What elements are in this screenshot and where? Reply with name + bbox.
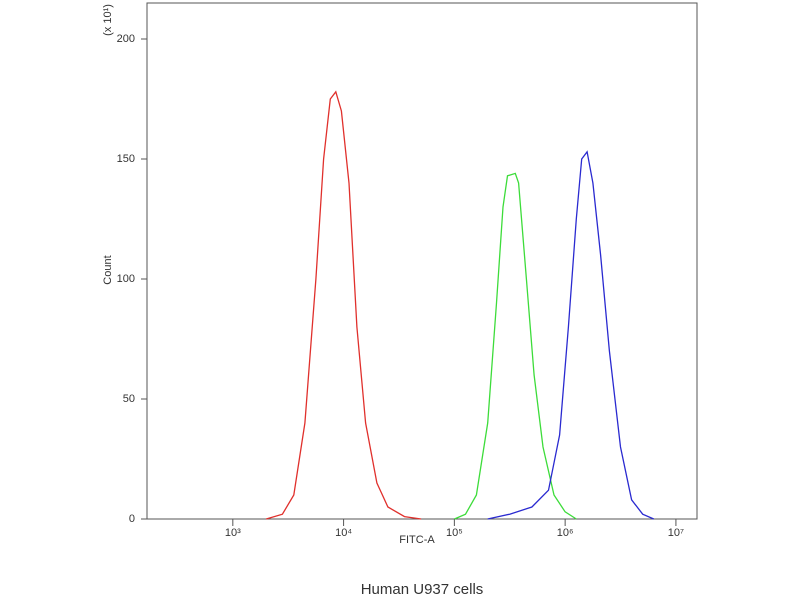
x-tick-label: 10⁴: [335, 527, 352, 539]
histogram-line: [487, 150, 655, 520]
histogram-line: [266, 90, 422, 520]
y-tick-label: 100: [117, 273, 135, 285]
x-tick-label: 10³: [225, 527, 241, 539]
caption: Human U937 cells: [361, 581, 484, 598]
y-tick-label: 0: [129, 513, 135, 525]
y-tick-label: 200: [117, 33, 135, 45]
y-tick-label: 150: [117, 153, 135, 165]
y-tick-label: 50: [123, 393, 135, 405]
y-axis-label: Count: [102, 255, 114, 284]
plot-frame: [146, 2, 698, 520]
histogram-line: [454, 172, 577, 520]
x-axis-label: FITC-A: [399, 534, 435, 546]
y-unit: (x 10¹): [102, 4, 114, 36]
x-tick-label: 10⁵: [446, 527, 463, 539]
x-tick-label: 10⁷: [668, 527, 684, 539]
x-tick-label: 10⁶: [557, 527, 574, 539]
